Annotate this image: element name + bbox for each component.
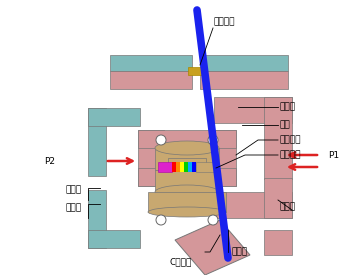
Bar: [200, 55, 288, 71]
Bar: [192, 162, 196, 172]
Bar: [155, 170, 219, 192]
Bar: [188, 162, 192, 172]
Bar: [196, 162, 216, 172]
Circle shape: [208, 135, 218, 145]
Bar: [138, 130, 164, 186]
Bar: [148, 192, 226, 212]
Bar: [210, 130, 236, 186]
Polygon shape: [175, 220, 250, 275]
Text: 主扛杆: 主扛杆: [232, 248, 248, 257]
Text: 膜盒体: 膜盒体: [66, 204, 82, 213]
Text: 硅油: 硅油: [280, 120, 291, 130]
Bar: [138, 168, 236, 186]
Circle shape: [156, 215, 166, 225]
Ellipse shape: [148, 207, 226, 217]
Text: 密封圈: 密封圈: [280, 103, 296, 111]
Bar: [184, 162, 188, 172]
Circle shape: [156, 135, 166, 145]
Bar: [88, 108, 106, 176]
Bar: [88, 190, 106, 248]
Bar: [110, 71, 192, 89]
Bar: [200, 71, 288, 89]
Bar: [88, 108, 140, 126]
Ellipse shape: [155, 141, 219, 155]
Bar: [168, 158, 206, 176]
Text: C型簧片: C型簧片: [170, 257, 192, 266]
Circle shape: [208, 215, 218, 225]
Text: P2: P2: [44, 156, 55, 166]
Bar: [214, 97, 292, 123]
Bar: [138, 130, 236, 148]
Bar: [264, 230, 292, 255]
Text: 膜盒硬芯: 膜盒硬芯: [280, 150, 302, 160]
Bar: [88, 230, 140, 248]
Bar: [172, 162, 176, 172]
Bar: [180, 162, 184, 172]
Text: 金属膜片: 金属膜片: [280, 136, 302, 144]
Text: 高压室: 高压室: [280, 202, 296, 211]
Bar: [176, 162, 180, 172]
Text: P1: P1: [328, 150, 339, 160]
Bar: [155, 148, 219, 170]
Bar: [188, 67, 202, 75]
Bar: [110, 55, 192, 71]
Bar: [214, 192, 292, 218]
Bar: [158, 162, 172, 172]
Bar: [264, 97, 292, 179]
Text: 轴封膜片: 轴封膜片: [214, 18, 236, 26]
Ellipse shape: [155, 185, 219, 199]
Text: 低压室: 低压室: [66, 186, 82, 194]
Bar: [264, 178, 292, 218]
